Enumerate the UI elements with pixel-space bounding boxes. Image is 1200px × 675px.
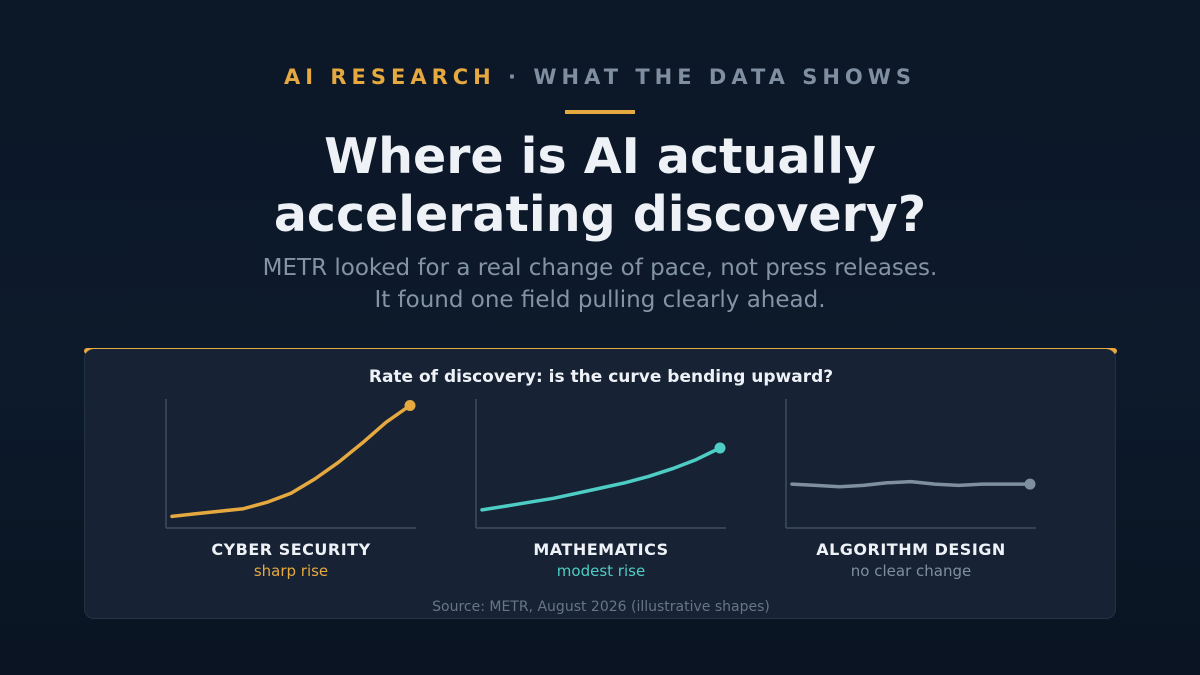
title-line-2: accelerating discovery? [273,186,927,243]
chart-panel: Rate of discovery: is the curve bending … [84,349,1116,619]
endpoint-marker-mathematics [714,442,726,454]
chart-verdict-cyber-security: sharp rise [253,562,329,580]
page-title: Where is AI actually accelerating discov… [0,128,1200,244]
subtitle: METR looked for a real change of pace, n… [0,252,1200,316]
series-line-algorithm-design [790,479,1032,489]
endpoint-marker-cyber-security [404,400,416,411]
chart-label-mathematics: MATHEMATICS [533,540,669,559]
title-line-1: Where is AI actually [324,128,876,185]
chart-verdict-mathematics: modest rise [556,562,646,580]
kicker-topic: AI RESEARCH [283,65,496,89]
series-line-mathematics [480,446,722,512]
subtitle-line-1: METR looked for a real change of pace, n… [262,255,938,281]
chart-label-algorithm-design: ALGORITHM DESIGN [816,540,1006,559]
source-note: Source: METR, August 2026 (illustrative … [432,599,770,615]
chart-cyber-security [165,399,416,529]
chart-label-cyber-security: CYBER SECURITY [211,540,371,559]
chart-title: Rate of discovery: is the curve bending … [368,367,834,387]
endpoint-marker-algorithm-design [1024,478,1036,490]
chart-mathematics [475,399,726,529]
accent-rule [565,110,635,114]
kicker: AI RESEARCH · WHAT THE DATA SHOWS [0,64,1200,90]
chart-verdict-algorithm-design: no clear change [850,562,972,580]
series-line-cyber-security [170,403,412,519]
subtitle-line-2: It found one field pulling clearly ahead… [374,287,826,313]
kicker-tagline: · WHAT THE DATA SHOWS [508,65,917,89]
chart-algorithm-design [785,399,1036,529]
charts-svg [165,399,1036,529]
